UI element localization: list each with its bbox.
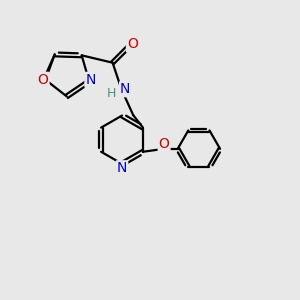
Text: O: O (127, 38, 138, 52)
Text: N: N (120, 82, 130, 96)
Text: N: N (85, 73, 96, 87)
Text: O: O (38, 73, 49, 87)
Text: O: O (159, 136, 170, 151)
Text: H: H (106, 87, 116, 100)
Text: N: N (117, 161, 127, 175)
